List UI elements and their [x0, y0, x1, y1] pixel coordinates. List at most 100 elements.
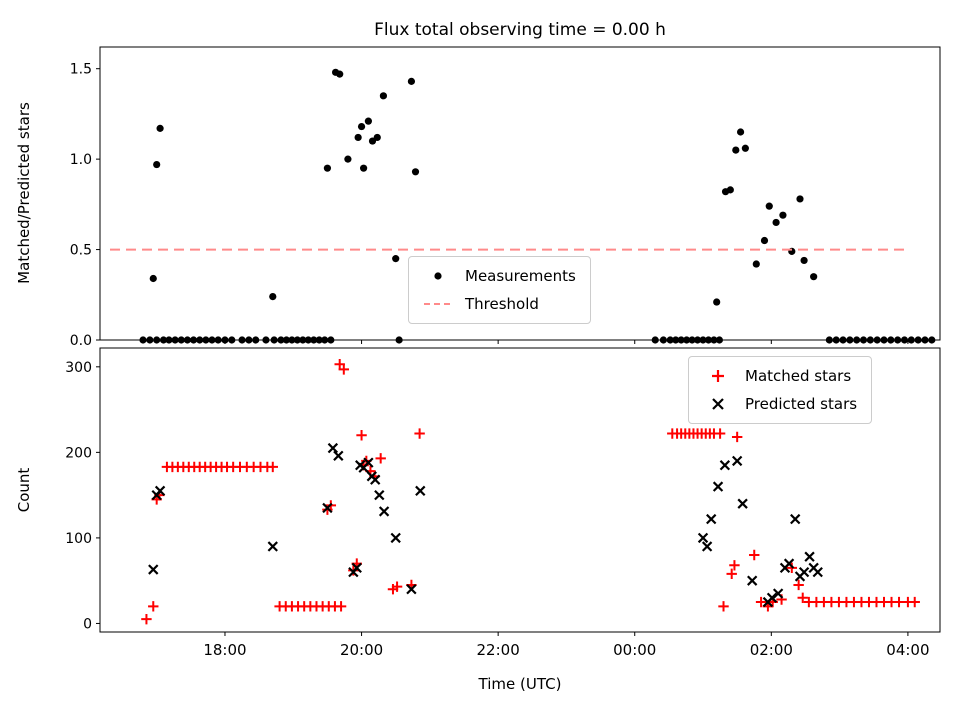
point-measurements	[800, 256, 808, 265]
point-measurements	[772, 218, 780, 227]
point-measurements	[344, 155, 352, 163]
point-predicted-stars	[790, 513, 801, 525]
point-predicted-stars	[783, 558, 795, 569]
point-predicted-stars	[415, 485, 426, 497]
point-matched-stars	[391, 581, 403, 592]
point-measurements	[364, 117, 372, 125]
point-measurements	[153, 160, 161, 169]
axes-frame	[99, 347, 941, 633]
point-measurements	[411, 168, 420, 176]
point-matched-stars	[893, 596, 905, 608]
point-matched-stars	[141, 613, 152, 625]
legend-item-measurements: Measurements	[423, 267, 576, 285]
legend-label-threshold: Threshold	[465, 295, 539, 313]
point-predicted-stars	[333, 450, 344, 461]
point-measurements	[779, 211, 787, 219]
point-matched-stars	[338, 364, 350, 375]
point-measurements	[336, 70, 344, 78]
matched-stars-plus-icon	[712, 370, 724, 382]
legend-item-threshold: Threshold	[423, 295, 576, 313]
point-predicted-stars	[322, 502, 333, 514]
point-predicted-stars	[798, 566, 810, 578]
point-measurements	[713, 298, 721, 306]
point-predicted-stars	[327, 442, 339, 454]
point-matched-stars	[726, 568, 737, 580]
point-predicted-stars	[154, 485, 166, 497]
x-tick-label: 22:00	[477, 641, 520, 659]
point-matched-stars	[714, 428, 726, 439]
point-predicted-stars	[697, 532, 709, 544]
x-tick-label: 20:00	[340, 641, 383, 659]
point-measurements	[736, 128, 745, 136]
y-tick-label: 200	[65, 445, 92, 461]
point-measurements	[407, 77, 416, 85]
point-measurements	[156, 124, 164, 132]
point-matched-stars	[755, 596, 767, 608]
point-matched-stars	[148, 601, 159, 612]
point-predicted-stars	[772, 588, 784, 599]
point-predicted-stars	[148, 564, 159, 575]
x-tick-label: 18:00	[203, 641, 246, 659]
point-matched-stars	[267, 461, 278, 473]
point-predicted-stars	[731, 455, 743, 467]
x-tick-label: 04:00	[886, 641, 929, 659]
point-measurements	[741, 144, 749, 152]
axes-frame	[99, 46, 941, 341]
x-tick-label: 00:00	[613, 641, 656, 659]
point-predicted-stars	[719, 460, 731, 471]
y-tick-label: 0.5	[70, 243, 92, 259]
predicted-stars-x-icon	[712, 398, 724, 410]
point-measurements	[726, 186, 734, 194]
point-matched-stars	[729, 560, 740, 571]
point-predicted-stars	[267, 541, 278, 552]
y-tick-label: 1.5	[70, 62, 92, 78]
legend-item-predicted-stars: Predicted stars	[703, 395, 857, 413]
point-predicted-stars	[766, 592, 778, 603]
point-matched-stars	[375, 453, 386, 464]
point-predicted-stars	[406, 584, 417, 595]
point-predicted-stars	[351, 562, 362, 574]
point-matched-stars	[414, 428, 425, 439]
point-predicted-stars	[701, 541, 713, 552]
point-predicted-stars	[363, 457, 374, 468]
point-measurements	[357, 122, 366, 131]
legend-label-measurements: Measurements	[465, 267, 576, 285]
point-measurements	[765, 202, 773, 210]
y-tick-label: 100	[65, 531, 92, 547]
point-predicted-stars	[712, 481, 724, 492]
point-matched-stars	[718, 601, 729, 612]
measurements-dot-icon	[434, 272, 442, 280]
legend-label-predicted-stars: Predicted stars	[745, 395, 858, 413]
point-predicted-stars	[812, 566, 823, 578]
y-tick-label: 0	[83, 616, 92, 632]
point-predicted-stars	[747, 575, 758, 586]
point-matched-stars	[335, 601, 347, 612]
legend-item-matched-stars: Matched stars	[703, 367, 857, 385]
point-measurements	[269, 292, 277, 301]
point-measurements	[354, 133, 362, 142]
point-predicted-stars	[804, 551, 815, 562]
y-tick-label: 0.0	[70, 333, 92, 349]
point-predicted-stars	[737, 498, 748, 509]
point-matched-stars	[749, 549, 760, 561]
x-axis-label: Time (UTC)	[478, 675, 562, 693]
legend-bottom-plot: Matched stars Predicted stars	[688, 356, 873, 424]
chart-title: Flux total observing time = 0.00 h	[374, 20, 666, 40]
point-measurements	[323, 164, 332, 172]
point-predicted-stars	[370, 474, 381, 485]
legend-top-plot: Measurements Threshold	[408, 256, 591, 324]
point-measurements	[732, 146, 740, 154]
point-matched-stars	[731, 431, 743, 443]
x-tick-label: 02:00	[750, 641, 793, 659]
point-matched-stars	[356, 430, 367, 441]
point-measurements	[810, 273, 818, 281]
point-measurements	[760, 236, 769, 245]
point-predicted-stars	[706, 513, 717, 525]
y-tick-label: 300	[65, 360, 92, 376]
point-measurements	[379, 92, 388, 100]
y-tick-label: 1.0	[70, 152, 92, 168]
point-matched-stars	[797, 592, 808, 603]
point-measurements	[752, 260, 760, 268]
point-measurements	[360, 164, 368, 172]
